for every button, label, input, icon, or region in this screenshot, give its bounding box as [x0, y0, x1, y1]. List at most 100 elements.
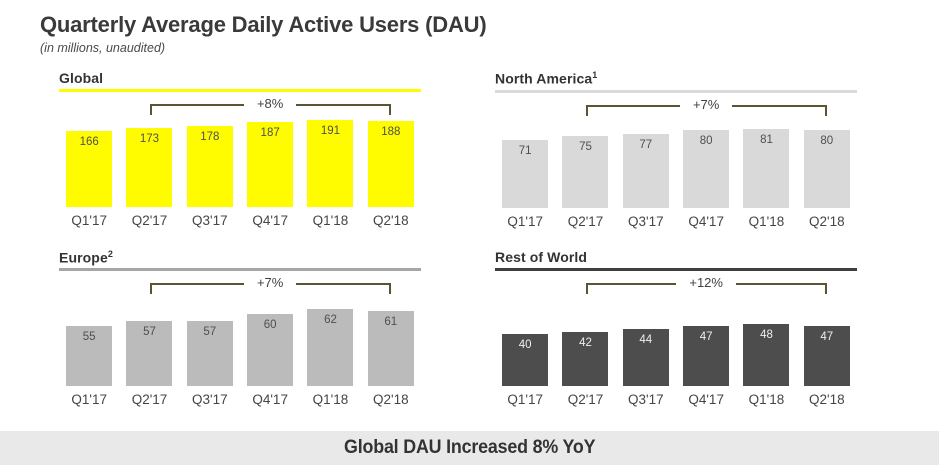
- x-axis-label: Q3'17: [192, 213, 228, 228]
- x-axis-label: Q4'17: [688, 213, 724, 229]
- bar-value-label: 80: [820, 134, 834, 147]
- bar-value-label: 75: [579, 140, 592, 153]
- growth-label: +8%: [256, 96, 284, 112]
- bar-chart: +12% 40 42 44 47 48 47: [495, 271, 857, 386]
- bracket-right-segment: [735, 282, 827, 294]
- bar-value-label: 42: [579, 336, 592, 349]
- x-axis-label: Q3'17: [628, 213, 664, 229]
- bar-q1-18: 81: [743, 128, 790, 208]
- bar-value-label: 173: [139, 133, 160, 145]
- panel-title-text: Global: [59, 70, 104, 86]
- bar-column: 191: [300, 120, 360, 207]
- bar-q2-18: 47: [803, 325, 850, 386]
- x-axis-label: Q1'17: [507, 391, 543, 407]
- bar-q3-17: 77: [622, 133, 669, 208]
- x-axis-label: Q4'17: [688, 391, 724, 407]
- bar-q2-18: 61: [367, 311, 414, 387]
- bar-column: 77: [616, 133, 676, 208]
- bar-column: 81: [736, 128, 796, 208]
- bar-value-label: 187: [260, 127, 280, 139]
- panel-title-footnote: 1: [592, 70, 598, 80]
- bar-column: 42: [555, 331, 615, 386]
- bar-value-label: 57: [203, 326, 217, 339]
- bar-column: 187: [240, 122, 300, 207]
- x-axis-label: Q2'18: [373, 213, 409, 228]
- x-axis-label: Q1'17: [71, 213, 107, 228]
- x-axis-labels: Q1'17 Q2'17 Q3'17 Q4'17 Q1'18 Q2'18: [495, 214, 857, 229]
- bar-q1-17: 71: [502, 139, 549, 208]
- bar-q1-18: 62: [307, 309, 354, 387]
- bar-q2-17: 173: [126, 128, 173, 207]
- bar-q2-18: 188: [367, 121, 414, 207]
- panel-title-footnote: 2: [107, 248, 113, 259]
- bar-value-label: 61: [384, 316, 398, 329]
- chart-panel-global: Global +8% 166 173 178 187 191 188 Q1'17 Q2'17 Q3'…: [59, 70, 421, 229]
- bar-column: 61: [361, 311, 421, 387]
- bar-q2-18: 80: [803, 129, 850, 208]
- bar-q1-18: 191: [307, 120, 354, 207]
- bracket-right-segment: [732, 104, 827, 116]
- bar-q1-17: 166: [66, 131, 113, 207]
- bar-column: 173: [119, 128, 179, 207]
- panel-title-text: North America: [495, 70, 593, 87]
- bar-value-label: 60: [263, 319, 277, 332]
- bar-column: 44: [616, 328, 676, 386]
- bar-chart: +7% 71 75 77 80 81 80: [495, 93, 857, 208]
- bar-column: 57: [180, 321, 240, 387]
- bracket-left-segment: [585, 104, 680, 116]
- bracket-left-segment: [149, 283, 244, 295]
- bar-q4-17: 80: [683, 129, 730, 208]
- panel-title: North America1: [495, 70, 857, 93]
- bar-value-label: 47: [820, 330, 834, 343]
- bar-column: 80: [676, 129, 736, 208]
- chart-panel-europe: Europe2 +7% 55 57 57 60 62 61 Q1'17 Q2'17 Q3'17 Q4'…: [59, 249, 421, 407]
- growth-bracket: +7%: [149, 277, 391, 295]
- x-axis-label: Q1'17: [71, 392, 107, 408]
- bar-value-label: 47: [699, 330, 713, 343]
- x-axis-label: Q2'17: [567, 391, 604, 407]
- bar-q4-17: 60: [247, 314, 294, 387]
- bar-chart: +8% 166 173 178 187 191 188: [59, 92, 421, 207]
- bracket-right-segment: [296, 283, 391, 295]
- panel-title: Global: [59, 70, 421, 92]
- growth-bracket: +7%: [585, 98, 827, 117]
- bar-column: 166: [59, 131, 119, 207]
- bar-column: 60: [240, 314, 300, 387]
- x-axis-label: Q1'18: [312, 392, 349, 408]
- bar-value-label: 77: [639, 138, 653, 151]
- bar-q3-17: 44: [622, 328, 669, 386]
- bracket-right-segment: [296, 104, 391, 115]
- title-block: Quarterly Average Daily Active Users (DA…: [0, 0, 939, 55]
- bar-q2-17: 57: [126, 321, 173, 387]
- bar-column: 48: [736, 323, 796, 386]
- bar-q2-17: 42: [562, 331, 609, 386]
- growth-label: +7%: [692, 96, 720, 112]
- bar-column: 47: [676, 325, 736, 386]
- bar-column: 178: [180, 126, 240, 207]
- bar-value-label: 57: [143, 326, 156, 339]
- bracket-left-segment: [149, 104, 244, 115]
- bar-column: 62: [300, 309, 360, 387]
- bar-value-label: 188: [381, 126, 401, 138]
- growth-bracket: +8%: [149, 97, 391, 116]
- growth-bracket: +12%: [585, 276, 827, 295]
- bar-value-label: 71: [518, 144, 532, 157]
- x-axis-label: Q1'17: [507, 213, 543, 229]
- bar-column: 40: [495, 333, 555, 386]
- bar-value-label: 62: [324, 314, 337, 327]
- panel-title: Europe2: [59, 249, 421, 272]
- footer-banner: Global DAU Increased 8% YoY: [0, 431, 939, 465]
- bar-column: 188: [361, 121, 421, 207]
- panel-title-text: Europe: [59, 249, 108, 266]
- bar-column: 80: [797, 129, 857, 208]
- x-axis-label: Q2'17: [567, 213, 604, 229]
- x-axis-label: Q1'18: [748, 213, 785, 229]
- x-axis-label: Q2'17: [131, 392, 168, 408]
- bar-column: 71: [495, 139, 555, 208]
- bar-q4-17: 47: [683, 325, 730, 386]
- charts-grid: Global +8% 166 173 178 187 191 188 Q1'17 Q2'17 Q3'…: [59, 70, 939, 407]
- page-subtitle: (in millions, unaudited): [40, 41, 166, 55]
- bar-column: 57: [119, 321, 179, 387]
- x-axis-labels: Q1'17 Q2'17 Q3'17 Q4'17 Q1'18 Q2'18: [59, 392, 421, 407]
- bar-q1-18: 48: [743, 323, 790, 386]
